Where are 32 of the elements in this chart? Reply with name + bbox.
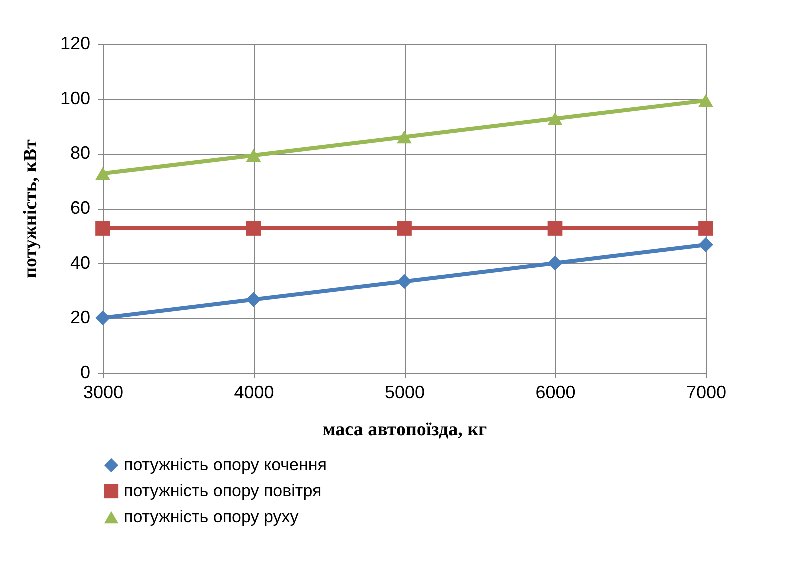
point	[246, 221, 262, 236]
point	[698, 221, 714, 236]
point	[246, 149, 262, 162]
y-axis-title: потужність, кВт	[20, 138, 42, 278]
x-tick-label: 5000	[384, 382, 426, 402]
point	[548, 256, 563, 271]
point	[96, 167, 110, 180]
point	[698, 94, 714, 108]
legend-label: потужність опору повітря	[124, 482, 322, 500]
point	[397, 130, 412, 144]
legend-label: потужність опору руху	[124, 508, 300, 526]
x-tick-label: 6000	[536, 382, 576, 402]
point	[698, 238, 714, 252]
x-tick-label: 4000	[234, 382, 274, 402]
point	[246, 292, 262, 308]
point	[548, 112, 563, 126]
y-tick-label: 40	[70, 252, 90, 273]
y-tick-label: 0	[80, 362, 90, 382]
point	[96, 221, 110, 236]
x-tick-label: 7000	[686, 382, 727, 402]
point	[397, 274, 412, 290]
x-axis-title: маса автопоїзда, кг	[322, 420, 488, 440]
y-tick-label: 120	[60, 34, 90, 54]
legend-label: потужність опору кочення	[124, 456, 327, 474]
point	[96, 310, 110, 326]
point	[397, 221, 412, 236]
y-tick-label: 60	[70, 198, 90, 218]
y-tick-label: 100	[60, 88, 90, 108]
y-tick-label: 20	[70, 308, 90, 328]
x-tick-label: 3000	[83, 382, 124, 402]
y-tick-label: 80	[70, 143, 90, 164]
point	[548, 221, 563, 236]
